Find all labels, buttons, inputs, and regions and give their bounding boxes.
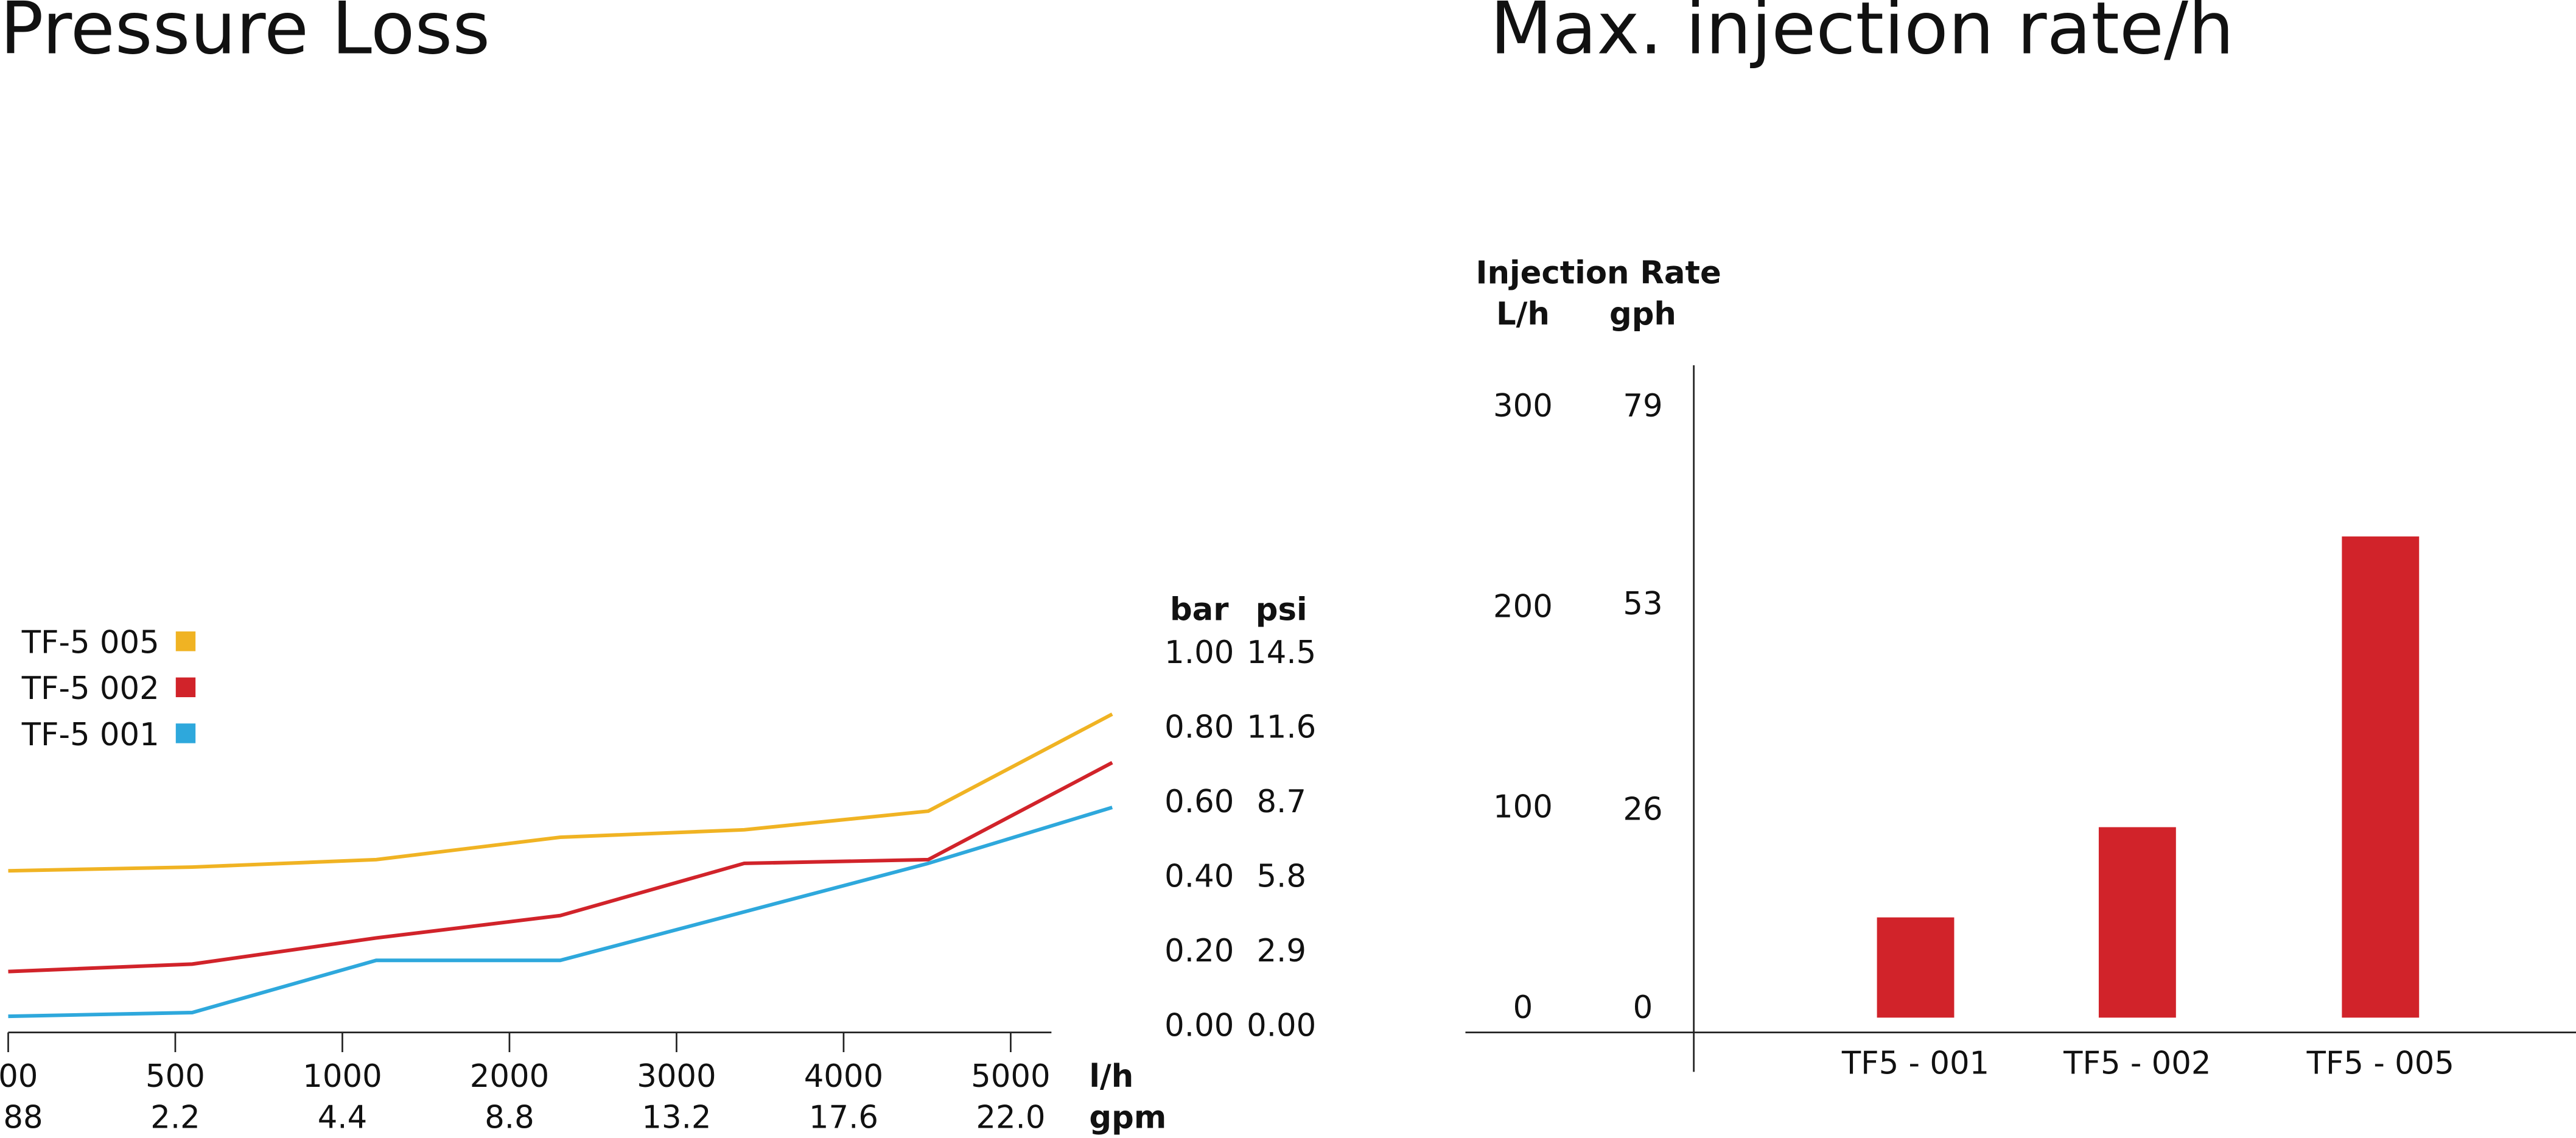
legend-label: TF-5 002 (21, 670, 159, 707)
y2-axis-label: gph (1609, 296, 1676, 332)
x-tick-label: 4000 (804, 1058, 883, 1095)
x2-tick-label: 2.2 (150, 1100, 200, 1136)
legend-label: TF-5 005 (21, 625, 159, 661)
line-series (8, 712, 1113, 873)
y-tick-label: 0.00 (1164, 1008, 1234, 1044)
y-tick-label: 0.80 (1164, 709, 1234, 745)
y2-tick-label: 8.7 (1256, 784, 1306, 820)
legend-swatch (175, 631, 196, 652)
bar (1877, 917, 1955, 1018)
x2-tick-label: 17.6 (809, 1100, 878, 1136)
y2-axis-label: psi (1256, 592, 1307, 628)
x-tick-label: 2000 (470, 1058, 549, 1095)
y-tick-label: 0.20 (1164, 933, 1234, 969)
x2-tick-label: 8.8 (485, 1100, 534, 1136)
x-tick-label: 500 (145, 1058, 205, 1095)
legend-label: TF-5 001 (21, 717, 159, 753)
y-axis-title: Injection Rate (1475, 255, 1721, 291)
y-axis-label: L/h (1496, 296, 1550, 332)
legend-swatch (175, 677, 196, 698)
y2-tick-label: 79 (1623, 388, 1662, 424)
y-axis-label: bar (1170, 592, 1229, 628)
y2-tick-label: 2.9 (1256, 933, 1306, 969)
y2-tick-label: 0.00 (1247, 1008, 1316, 1044)
y-tick-label: 0 (1513, 989, 1533, 1026)
y-tick-label: 1.00 (1164, 634, 1234, 671)
x2-axis-label: gpm (1089, 1100, 1166, 1136)
y-tick-label: 200 (1493, 588, 1553, 625)
x2-tick-label: 4.4 (318, 1100, 368, 1136)
x-tick-label: TF5 - 002 (2063, 1045, 2211, 1082)
line-series (8, 806, 1113, 1019)
y2-tick-label: 5.8 (1256, 858, 1306, 894)
y2-tick-label: 26 (1623, 792, 1662, 828)
bar (2342, 536, 2420, 1018)
chart-title: Max. injection rate/h (1490, 0, 2234, 71)
y-tick-label: 0.60 (1164, 784, 1234, 820)
x-tick-label: 5000 (971, 1058, 1050, 1095)
x-tick-label: TF5 - 005 (2306, 1045, 2454, 1082)
x-tick-label: TF5 - 001 (1841, 1045, 1989, 1082)
x2-tick-label: 13.2 (642, 1100, 711, 1136)
y2-tick-label: 53 (1623, 586, 1662, 622)
y-tick-label: 0.40 (1164, 858, 1234, 894)
chart-title: Pressure Loss (0, 0, 490, 71)
bar (2098, 827, 2176, 1018)
x-tick-label: 200 (0, 1058, 38, 1095)
line-series (8, 760, 1113, 974)
x2-tick-label: 22.0 (976, 1100, 1045, 1136)
y-tick-label: 300 (1493, 388, 1553, 424)
x-tick-label: 1000 (303, 1058, 382, 1095)
y2-tick-label: 0 (1633, 989, 1653, 1026)
y2-tick-label: 14.5 (1247, 634, 1316, 671)
x2-tick-label: 0.88 (0, 1100, 43, 1136)
y2-tick-label: 11.6 (1247, 709, 1316, 745)
y-tick-label: 100 (1493, 789, 1553, 826)
legend-swatch (175, 723, 196, 743)
x-axis-label: l/h (1089, 1058, 1133, 1095)
x-tick-label: 3000 (637, 1058, 716, 1095)
